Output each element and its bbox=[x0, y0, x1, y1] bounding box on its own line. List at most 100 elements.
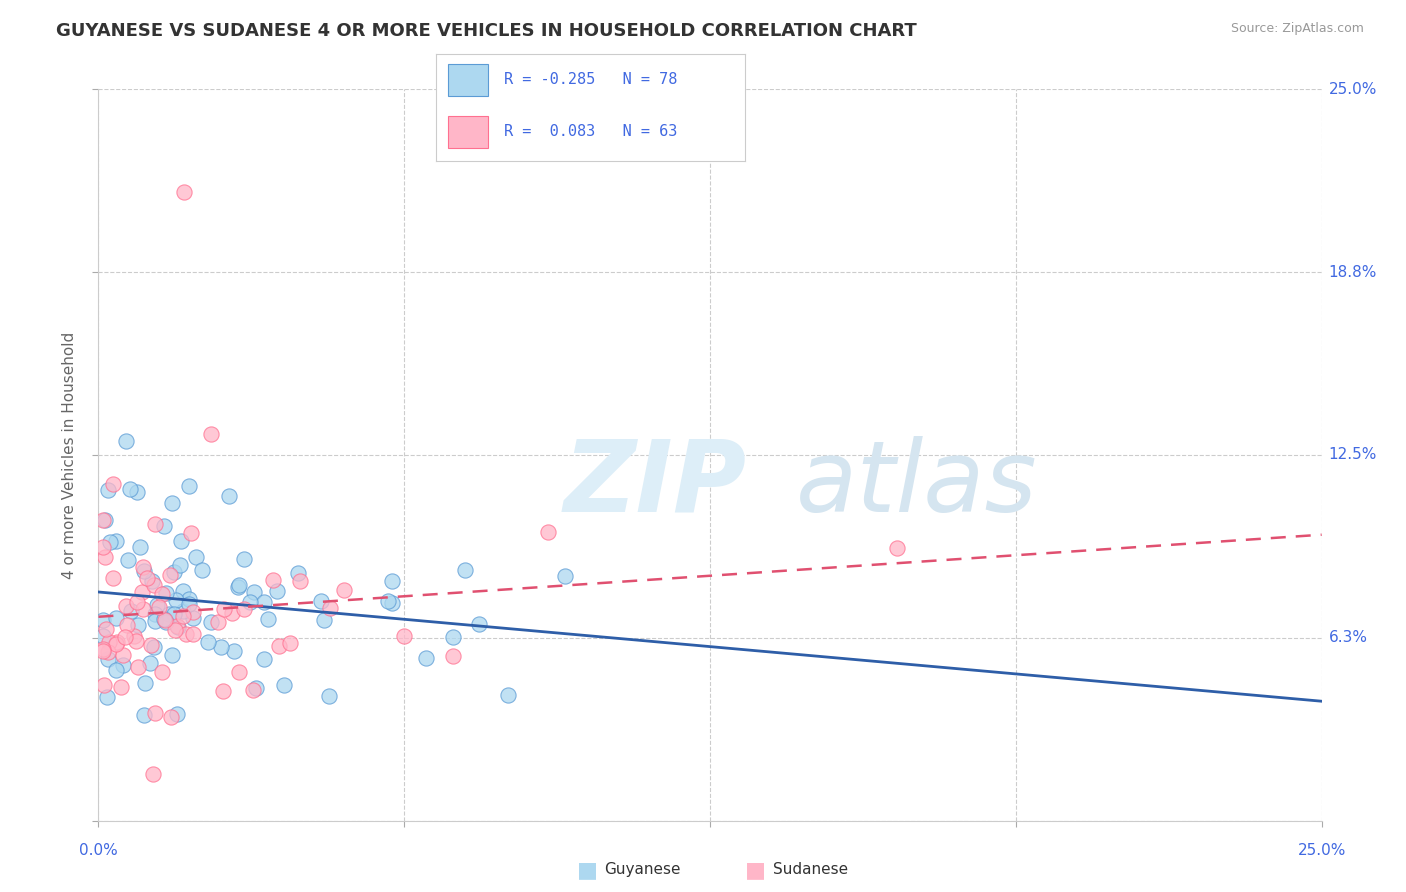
Point bbox=[207, 615, 229, 629]
Text: R =  0.083   N = 63: R = 0.083 N = 63 bbox=[503, 124, 678, 138]
Point bbox=[181, 610, 204, 624]
Point bbox=[245, 681, 267, 695]
Point bbox=[105, 634, 128, 648]
Point bbox=[222, 644, 245, 658]
Point bbox=[266, 583, 288, 598]
Point bbox=[134, 675, 156, 690]
Point bbox=[537, 524, 560, 539]
Point bbox=[166, 707, 188, 722]
Point bbox=[101, 571, 124, 585]
Point bbox=[125, 484, 148, 499]
Point bbox=[377, 594, 399, 608]
Point bbox=[498, 688, 520, 702]
Point bbox=[233, 602, 256, 616]
Point bbox=[145, 607, 167, 621]
Point bbox=[381, 596, 404, 610]
Text: 25.0%: 25.0% bbox=[1298, 843, 1346, 858]
Point bbox=[142, 578, 165, 592]
Text: ■: ■ bbox=[745, 860, 766, 880]
Point bbox=[163, 565, 186, 579]
Text: R = -0.285   N = 78: R = -0.285 N = 78 bbox=[503, 72, 678, 87]
Point bbox=[159, 710, 181, 724]
Point bbox=[177, 592, 200, 607]
Point bbox=[288, 574, 311, 588]
Point bbox=[97, 645, 120, 659]
Point bbox=[98, 535, 121, 549]
Point bbox=[125, 633, 148, 648]
Point bbox=[226, 580, 249, 594]
Point bbox=[97, 652, 120, 666]
Point bbox=[155, 615, 177, 629]
Point bbox=[197, 635, 219, 649]
Point bbox=[153, 613, 176, 627]
Point bbox=[114, 599, 136, 613]
Point bbox=[554, 569, 576, 583]
Point bbox=[132, 602, 155, 616]
Point bbox=[173, 185, 195, 199]
Point bbox=[127, 660, 149, 674]
Point bbox=[157, 607, 180, 621]
Point bbox=[91, 643, 114, 657]
Point bbox=[159, 567, 181, 582]
Point bbox=[162, 607, 184, 621]
Point bbox=[179, 597, 201, 611]
Point bbox=[155, 585, 177, 599]
Point bbox=[886, 541, 908, 555]
Point bbox=[212, 684, 235, 698]
Point bbox=[150, 587, 173, 601]
Point bbox=[214, 602, 236, 616]
Point bbox=[273, 678, 295, 692]
Point bbox=[143, 640, 166, 655]
Point bbox=[262, 574, 284, 588]
Point bbox=[211, 640, 233, 654]
Point bbox=[181, 627, 204, 641]
Point bbox=[318, 689, 340, 703]
Point bbox=[105, 611, 128, 625]
Point bbox=[148, 599, 170, 614]
Point bbox=[287, 566, 309, 580]
Point bbox=[233, 552, 256, 566]
Point bbox=[104, 637, 127, 651]
Text: 0.0%: 0.0% bbox=[79, 843, 118, 858]
Text: atlas: atlas bbox=[796, 435, 1038, 533]
Text: Guyanese: Guyanese bbox=[605, 863, 681, 877]
Point bbox=[127, 618, 149, 632]
Point bbox=[132, 565, 155, 579]
Point bbox=[309, 593, 332, 607]
Point bbox=[163, 623, 186, 637]
Point bbox=[181, 605, 204, 619]
Point bbox=[122, 629, 145, 643]
Point bbox=[441, 649, 464, 664]
Point bbox=[91, 642, 114, 657]
Point bbox=[454, 563, 477, 577]
Point bbox=[243, 585, 266, 599]
Point bbox=[120, 603, 142, 617]
Point bbox=[117, 617, 139, 632]
Point bbox=[253, 594, 276, 608]
Point bbox=[333, 582, 356, 597]
Y-axis label: 4 or more Vehicles in Household: 4 or more Vehicles in Household bbox=[62, 331, 77, 579]
Point bbox=[152, 518, 174, 533]
Point bbox=[257, 612, 280, 626]
Text: 12.5%: 12.5% bbox=[1329, 448, 1376, 462]
Text: 6.3%: 6.3% bbox=[1329, 631, 1368, 645]
Point bbox=[468, 617, 491, 632]
Point bbox=[253, 652, 276, 666]
Text: Sudanese: Sudanese bbox=[773, 863, 848, 877]
Bar bbox=[449, 116, 488, 148]
Point bbox=[415, 651, 437, 665]
Point bbox=[115, 434, 138, 448]
Point bbox=[96, 690, 118, 704]
Point bbox=[150, 665, 173, 680]
Point bbox=[132, 559, 155, 574]
Point bbox=[242, 683, 264, 698]
Point bbox=[142, 767, 165, 781]
Point bbox=[180, 526, 202, 541]
Point bbox=[441, 630, 464, 644]
Point bbox=[129, 540, 152, 554]
Point bbox=[145, 706, 167, 721]
Text: Source: ZipAtlas.com: Source: ZipAtlas.com bbox=[1230, 22, 1364, 36]
Point bbox=[136, 571, 159, 585]
Point bbox=[200, 615, 222, 629]
Point bbox=[218, 489, 240, 503]
